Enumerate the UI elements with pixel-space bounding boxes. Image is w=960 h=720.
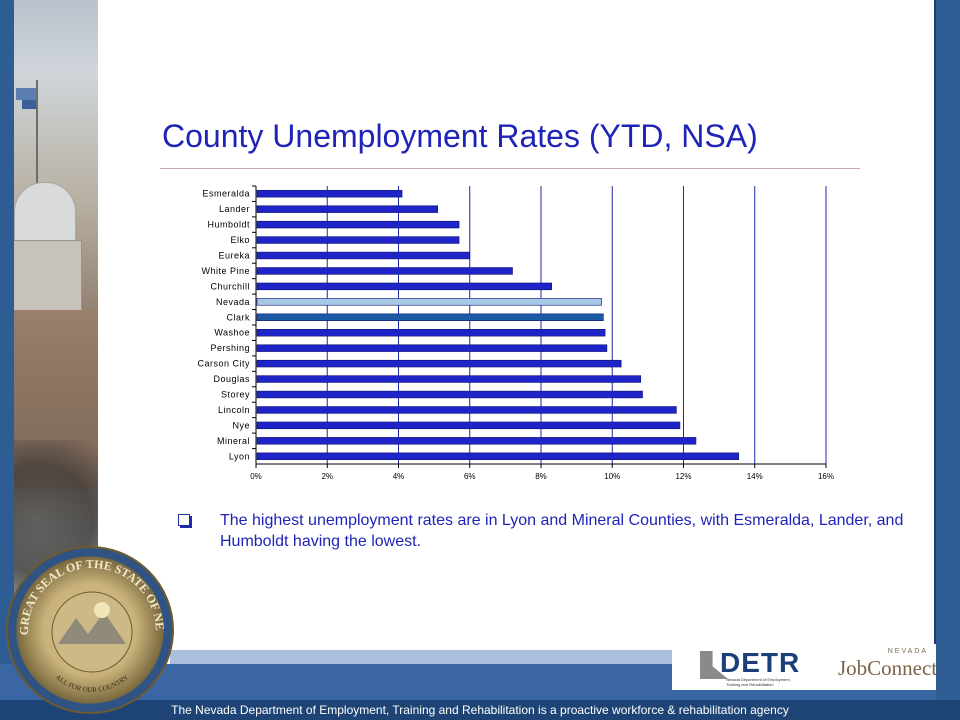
bar: [256, 390, 643, 399]
category-label: Esmeralda: [202, 189, 250, 199]
logo-panel: [672, 644, 936, 690]
category-label: Lyon: [229, 451, 250, 461]
bar: [256, 220, 460, 229]
bar: [256, 329, 606, 337]
bullet-icon: [178, 514, 190, 526]
bar: [256, 236, 460, 244]
bar: [256, 437, 697, 445]
detr-logo: DETR Nevada Department of Employment, Tr…: [700, 647, 820, 687]
bar: [256, 251, 471, 260]
x-tick-label: 2%: [321, 472, 333, 481]
footer-accent: [170, 650, 690, 664]
category-label: Mineral: [217, 436, 250, 446]
category-label: Washoe: [214, 328, 250, 338]
x-tick-label: 8%: [535, 472, 547, 481]
bar: [256, 344, 608, 352]
category-label: Churchill: [210, 281, 250, 291]
x-tick-label: 16%: [818, 472, 834, 481]
category-label: Lincoln: [218, 405, 250, 415]
bar: [256, 452, 740, 460]
category-label: Nevada: [216, 297, 250, 307]
bar: [256, 313, 604, 321]
bar: [256, 298, 602, 306]
footer-text: The Nevada Department of Employment, Tra…: [0, 700, 960, 720]
x-tick-label: 12%: [675, 472, 691, 481]
category-label: Elko: [230, 235, 250, 245]
nevada-seal-icon: THE GREAT SEAL OF THE STATE OF NEVADA AL…: [6, 546, 174, 714]
x-tick-label: 4%: [393, 472, 405, 481]
x-tick-label: 0%: [250, 472, 262, 481]
flag-icon: [16, 88, 36, 100]
x-tick-label: 6%: [464, 472, 476, 481]
chart-svg: 0% 2% 4% 6% 8% 10% 12% 14% 16% Esmeralda Lander Hum…: [197, 185, 834, 481]
bar-chart: 0% 2% 4% 6% 8% 10% 12% 14% 16% Esmeralda Lander Hum…: [174, 178, 846, 490]
bar: [256, 406, 677, 414]
category-label: Douglas: [213, 374, 250, 384]
category-label: Clark: [226, 312, 250, 322]
bar: [256, 267, 513, 275]
category-label: Nye: [232, 420, 250, 430]
jobconnect-logo: NEVADA JobConnect: [838, 648, 938, 680]
slide-title: County Unemployment Rates (YTD, NSA): [162, 118, 758, 154]
category-label: Lander: [219, 204, 250, 214]
bar: [256, 282, 552, 291]
category-label: Humboldt: [207, 220, 250, 230]
category-label: Storey: [221, 390, 250, 400]
category-label: Pershing: [210, 343, 250, 353]
bar: [256, 359, 622, 368]
right-accent-bar: [936, 0, 960, 720]
svg-text:ALL FOR OUR COUNTRY: ALL FOR OUR COUNTRY: [54, 673, 130, 694]
bar: [256, 205, 438, 213]
x-tick-label: 10%: [604, 472, 620, 481]
left-stripe: [0, 0, 14, 720]
x-tick-label: 14%: [747, 472, 763, 481]
title-divider: [160, 168, 860, 169]
category-label: Carson City: [197, 359, 250, 369]
bar: [256, 421, 681, 430]
category-label: Eureka: [218, 251, 250, 261]
category-label: White Pine: [201, 266, 250, 276]
bar: [256, 375, 642, 383]
bar: [256, 190, 403, 198]
bullet-text: The highest unemployment rates are in Ly…: [220, 512, 904, 550]
